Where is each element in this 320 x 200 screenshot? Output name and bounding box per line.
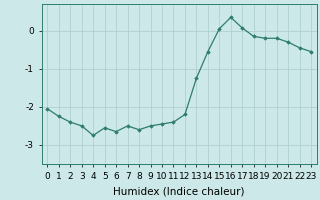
X-axis label: Humidex (Indice chaleur): Humidex (Indice chaleur) xyxy=(114,186,245,196)
